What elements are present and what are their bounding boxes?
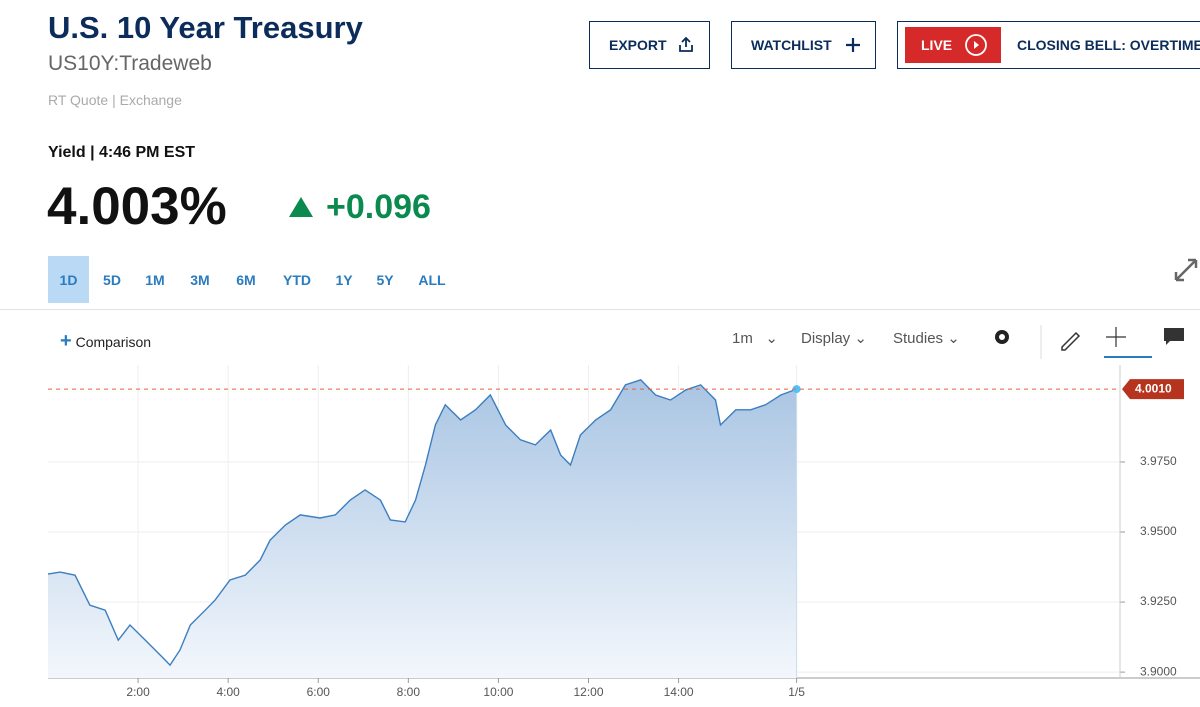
interval-label: 1m (732, 330, 753, 347)
live-button[interactable]: LIVE CLOSING BELL: OVERTIME (897, 21, 1200, 69)
comment-icon[interactable] (1164, 328, 1184, 345)
quote-info: RT Quote | Exchange (48, 92, 182, 108)
studies-label: Studies (893, 330, 944, 347)
studies-button[interactable]: Studies ⌄ (893, 330, 960, 347)
plus-icon (845, 38, 860, 52)
expand-icon[interactable] (1172, 256, 1200, 284)
yield-label: Yield | 4:46 PM EST (48, 144, 196, 161)
range-button[interactable]: 1Y (335, 271, 353, 288)
x-tick-label: 8:00 (397, 685, 421, 699)
x-tick-label: 10:00 (483, 685, 513, 699)
display-button[interactable]: Display ⌄ (801, 330, 867, 347)
line (47, 379, 797, 667)
x-tick-label: 12:00 (573, 685, 603, 699)
change: +0.096 (326, 188, 431, 226)
x-tick-label: 1/5 (788, 685, 805, 699)
x-tick-label: 6:00 (307, 685, 331, 699)
interval-button[interactable]: 1m ⌄ (732, 330, 778, 347)
comparison-button[interactable]: + Comparison (60, 330, 152, 352)
divider (0, 309, 1200, 310)
live-label: LIVE (921, 37, 953, 53)
export-icon (678, 36, 693, 52)
last-value-tag (1122, 379, 1184, 400)
display-label: Display (801, 330, 851, 347)
watchlist-button[interactable]: WATCHLIST (731, 21, 876, 69)
range-button[interactable]: ALL (418, 271, 446, 288)
x-tick-label: 14:00 (664, 685, 694, 699)
range-button[interactable]: 3M (190, 271, 210, 288)
range-button[interactable]: 5D (103, 271, 121, 288)
crosshair-icon[interactable] (1106, 327, 1126, 347)
comparison-label: Comparison (75, 334, 152, 350)
title: U.S. 10 Year Treasury (48, 10, 363, 45)
play-icon (965, 34, 988, 56)
range-button[interactable]: 6M (236, 271, 256, 288)
y-tick-label: 3.9500 (1140, 524, 1177, 538)
x-tick-label: 4:00 (216, 685, 240, 699)
x-tick-label: 2:00 (126, 685, 150, 699)
live-badge: LIVE (905, 27, 1001, 63)
live-show: CLOSING BELL: OVERTIME (1017, 37, 1200, 53)
area (48, 379, 797, 678)
export-label: EXPORT (609, 37, 667, 53)
range-button[interactable]: 5Y (376, 271, 394, 288)
symbol: US10Y:Tradeweb (48, 52, 212, 75)
range-button[interactable]: YTD (283, 271, 311, 288)
tool-icons (995, 325, 1184, 359)
y-tick-label: 3.9250 (1140, 594, 1177, 608)
export-button[interactable]: EXPORT (589, 21, 710, 69)
last-point (792, 385, 801, 394)
watchlist-label: WATCHLIST (751, 37, 832, 53)
range-button[interactable]: 1M (145, 271, 165, 288)
y-tick-label: 3.9000 (1140, 664, 1177, 678)
y-tick-label: 3.9750 (1140, 454, 1177, 468)
range-button[interactable]: 1D (48, 256, 89, 303)
up-arrow (289, 197, 313, 217)
last-value-label: 4.0010 (1135, 381, 1172, 395)
draw-icon[interactable] (1061, 331, 1081, 351)
price: 4.003% (47, 177, 227, 236)
